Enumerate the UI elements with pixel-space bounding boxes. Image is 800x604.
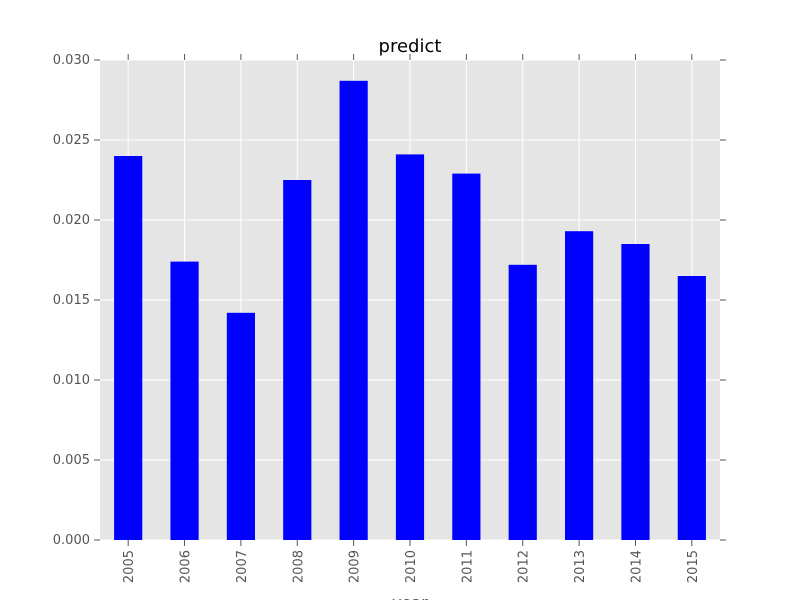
bar-2006	[170, 261, 199, 540]
y-tick-label: 0.025	[53, 133, 90, 148]
x-tick-label: 2006	[179, 550, 194, 583]
bar-2011	[452, 173, 481, 540]
x-tick-label: 2014	[629, 550, 644, 583]
chart-title: predict	[379, 36, 442, 57]
y-tick-label: 0.000	[53, 533, 90, 548]
x-tick-label: 2007	[235, 550, 250, 583]
y-tick-label: 0.020	[53, 213, 90, 228]
y-tick-label: 0.005	[53, 453, 90, 468]
bar-2005	[114, 156, 143, 540]
bar-2014	[621, 244, 650, 540]
x-axis-ticks: 2005 2006 2007 2008 2009 2010 2011 2012 2013 2014…	[122, 54, 701, 583]
x-tick-label: 2005	[122, 550, 137, 583]
x-tick-label: 2010	[404, 550, 419, 583]
bar-2010	[395, 154, 425, 540]
bar-2007	[226, 312, 255, 540]
bar-2008	[283, 180, 312, 540]
y-tick-label: 0.015	[53, 293, 90, 308]
x-tick-label: 2015	[686, 550, 701, 583]
bar-2015	[677, 276, 706, 540]
bars	[114, 80, 706, 541]
bar-2013	[565, 231, 594, 540]
y-tick-label: 0.030	[53, 53, 90, 68]
y-axis-ticks: 0.000 0.005 0.010 0.015 0.020 0.025 0.030	[53, 53, 726, 548]
x-tick-label: 2013	[573, 550, 588, 583]
y-tick-label: 0.010	[53, 373, 90, 388]
x-tick-label: 2009	[348, 550, 363, 583]
bar-2012	[508, 264, 537, 540]
x-tick-label: 2008	[291, 550, 306, 583]
x-axis-label: year	[392, 593, 428, 600]
x-tick-label: 2011	[460, 550, 475, 583]
bar-2009	[339, 80, 368, 541]
x-tick-label: 2012	[517, 550, 532, 583]
